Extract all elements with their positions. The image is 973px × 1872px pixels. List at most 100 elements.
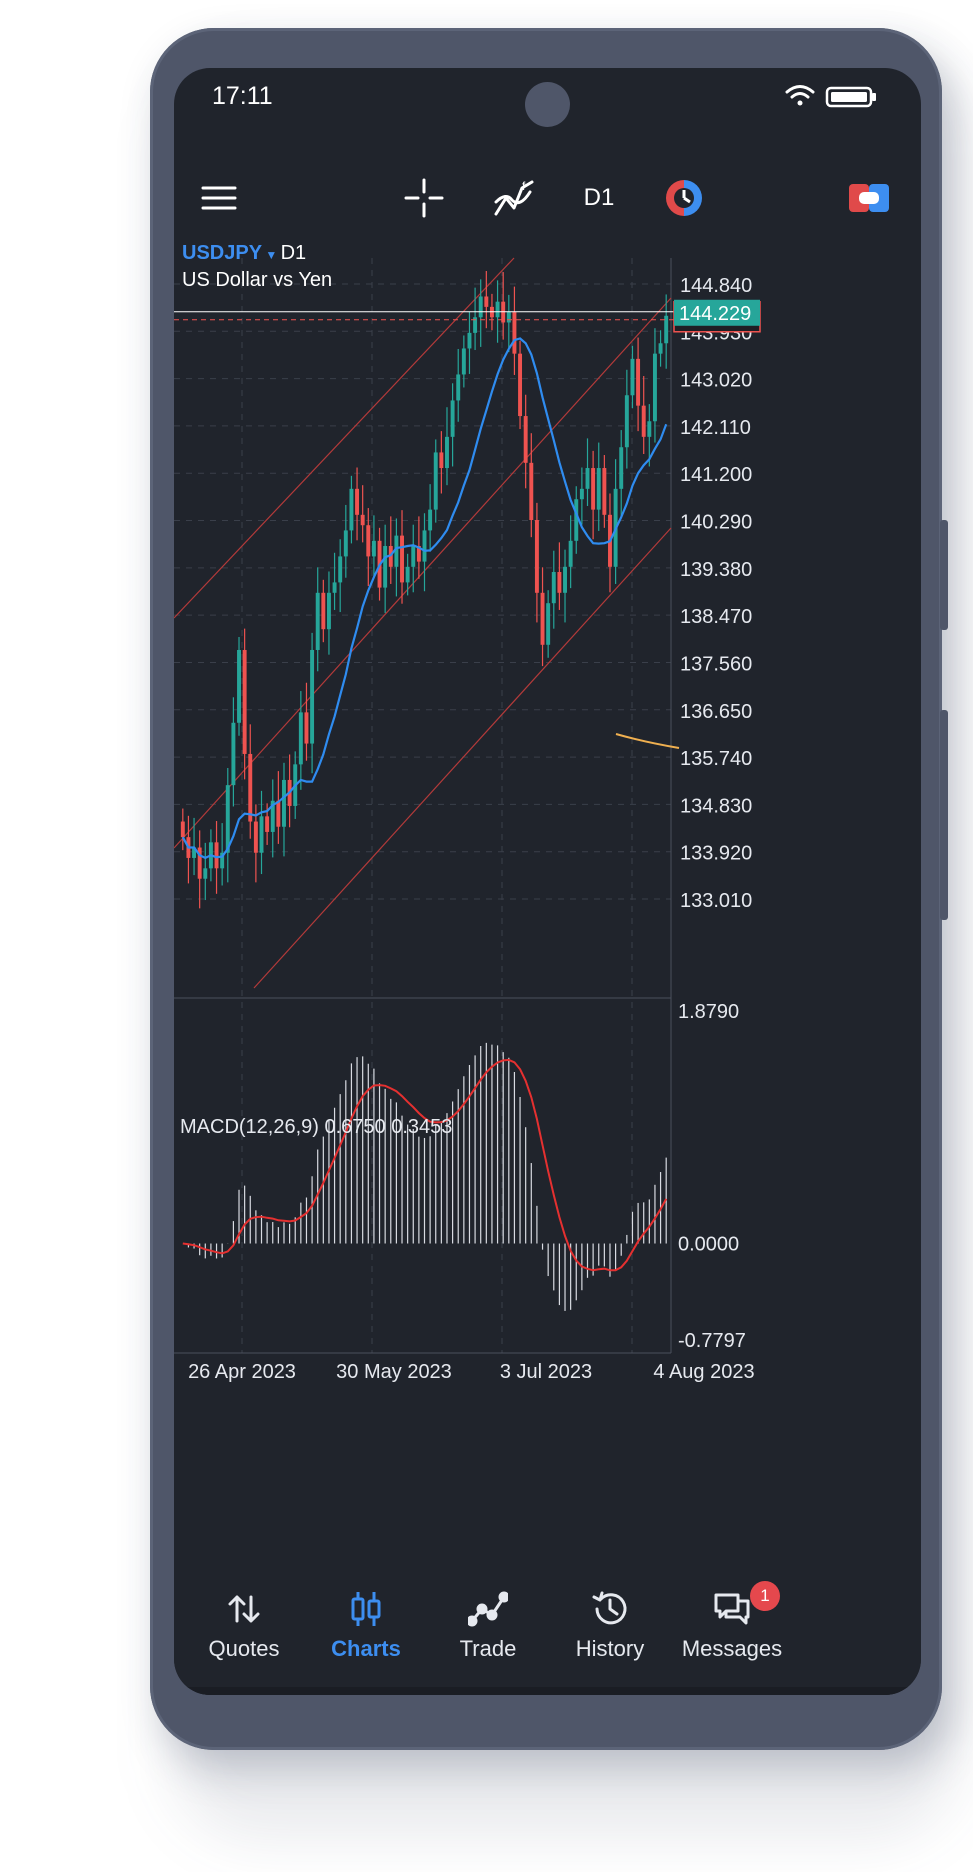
candle-body: [591, 468, 596, 510]
candle-body: [534, 520, 539, 593]
candle-body: [231, 722, 236, 786]
history-icon: [592, 1591, 627, 1625]
date-tick-label: 30 May 2023: [336, 1361, 452, 1383]
candles-icon: [351, 1592, 381, 1626]
candle-body: [664, 315, 669, 344]
date-tick-label: 26 Apr 2023: [188, 1361, 296, 1383]
volume-button: [940, 520, 948, 630]
nav-trade[interactable]: Trade: [418, 1573, 558, 1673]
hamburger-icon: [201, 186, 237, 210]
symbol-header: USDJPY ▼ D1: [182, 242, 307, 264]
status-icons: [783, 82, 883, 112]
trend-icon: [468, 1591, 508, 1627]
home-bar: [174, 1687, 921, 1695]
candle-body: [445, 436, 449, 469]
timeframe-button[interactable]: D1: [583, 184, 615, 211]
one-click-trading-button[interactable]: [659, 173, 709, 223]
moving-average-line: [181, 337, 668, 860]
indicators-button[interactable]: f: [489, 173, 539, 223]
chart-toolbar: f D1: [174, 148, 921, 248]
candle-body: [551, 572, 556, 604]
candle-body: [568, 540, 573, 567]
crosshair-icon: [404, 178, 444, 218]
price-tick-label: 133.010: [680, 890, 752, 912]
candle-body: [652, 353, 657, 422]
candle-body: [338, 556, 343, 583]
candle-body: [259, 816, 264, 853]
candle-body: [411, 546, 416, 567]
candle-body: [585, 468, 590, 489]
price-chart[interactable]: 144.840 143.930 143.020 142.110 141.200 140.2…: [174, 228, 921, 1568]
candle-body: [388, 546, 393, 567]
nav-quotes[interactable]: Quotes: [174, 1573, 314, 1673]
candle-body: [394, 535, 399, 567]
candle-body: [265, 816, 270, 832]
candle-body: [641, 405, 646, 437]
candle-body: [276, 800, 281, 827]
nav-history[interactable]: History: [540, 1573, 680, 1673]
battery-icon: [825, 86, 876, 108]
candle-body: [343, 530, 348, 557]
candle-body: [428, 509, 433, 531]
date-tick-label: 4 Aug 2023: [653, 1361, 754, 1383]
nav-charts-label: Charts: [331, 1636, 401, 1661]
price-tick-label: 136.650: [680, 701, 752, 723]
channel-line: [253, 527, 672, 989]
candle-body: [579, 488, 584, 500]
candle-body: [298, 712, 303, 765]
candle-body: [225, 785, 230, 853]
candle-body: [529, 462, 534, 521]
candle-body: [304, 712, 309, 744]
wifi-icon: [785, 85, 815, 106]
messages-badge: 1: [750, 1581, 780, 1611]
candle-body: [658, 343, 663, 354]
candle-body: [349, 488, 354, 531]
candle-body: [192, 847, 197, 858]
price-tick-label: 144.840: [680, 275, 752, 297]
arrows-up-down-icon: [228, 1595, 260, 1623]
price-tick-label: 137.560: [680, 653, 752, 675]
candle-body: [203, 868, 208, 879]
candle-body: [467, 332, 472, 349]
nav-charts[interactable]: Charts: [296, 1573, 436, 1673]
price-tick-label: 141.200: [680, 464, 752, 486]
candle-body: [557, 572, 562, 593]
date-tick-label: 3 Jul 2023: [500, 1361, 592, 1383]
trade-toggle-button[interactable]: [844, 173, 894, 223]
candle-body: [400, 535, 404, 583]
macd-tick-label: 0.0000: [678, 1234, 739, 1256]
candle-body: [574, 499, 579, 541]
candle-body: [326, 592, 331, 630]
symbol-description: US Dollar vs Yen: [182, 269, 333, 291]
macd-signal-line: [182, 1058, 668, 1272]
candle-body: [630, 358, 635, 396]
status-time: 17:11: [212, 82, 273, 110]
candle-body: [248, 753, 253, 822]
candle-body: [647, 421, 652, 437]
candle-body: [214, 842, 219, 869]
candle-body: [332, 582, 337, 593]
candle-body: [540, 592, 545, 645]
candle-body: [546, 603, 551, 645]
candle-body: [270, 800, 275, 832]
candle-body: [636, 358, 641, 406]
chat-icon: [714, 1593, 750, 1625]
candle-body: [456, 374, 461, 401]
candle-body: [473, 317, 478, 333]
menu-button[interactable]: [194, 173, 244, 223]
symbol-name[interactable]: USDJPY: [182, 242, 263, 264]
candle-body: [478, 296, 483, 318]
candle-body: [416, 546, 421, 562]
crosshair-button[interactable]: [399, 173, 449, 223]
current-price-label: 144.229: [679, 303, 751, 325]
nav-messages[interactable]: 1 Messages: [662, 1573, 802, 1673]
candle-body: [602, 468, 607, 515]
candle-body: [422, 530, 427, 562]
power-button: [940, 710, 948, 920]
price-tick-label: 134.830: [680, 795, 752, 817]
candle-body: [237, 649, 241, 723]
candle-body: [450, 400, 455, 437]
price-tick-label: 135.740: [680, 748, 752, 770]
candle-body: [439, 452, 444, 469]
indicators-icon: f: [494, 179, 534, 216]
